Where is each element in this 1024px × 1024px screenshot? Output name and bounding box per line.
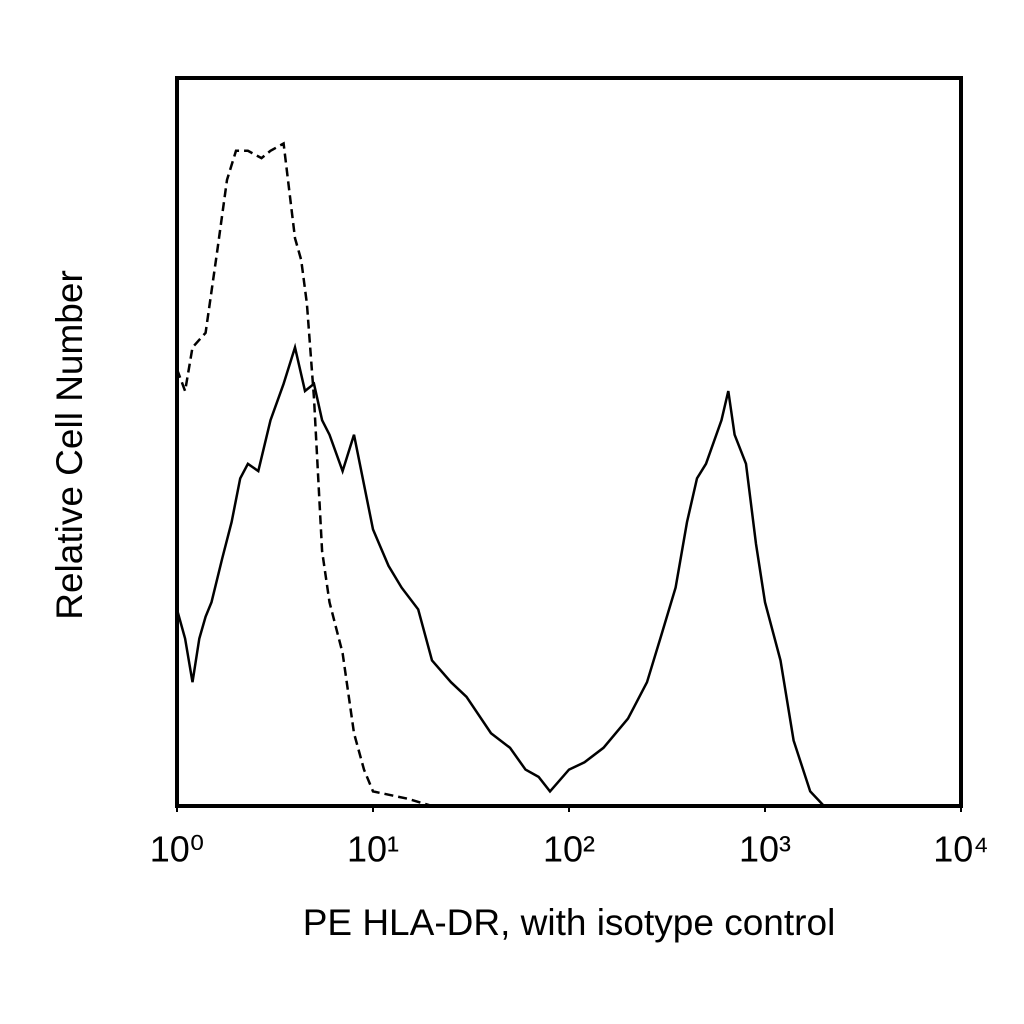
series-line bbox=[175, 141, 961, 808]
x-tick-label: 10³ bbox=[739, 829, 791, 870]
x-axis-label: PE HLA-DR, with isotype control bbox=[303, 902, 836, 943]
x-tick-label: 10⁰ bbox=[150, 829, 204, 870]
x-tick-label: 10¹ bbox=[347, 829, 399, 870]
x-tick-label: 10⁴ bbox=[933, 829, 989, 870]
series-line bbox=[175, 342, 961, 808]
x-tick-label: 10² bbox=[543, 829, 595, 870]
plot-frame bbox=[175, 76, 963, 808]
y-axis-label: Relative Cell Number bbox=[49, 270, 90, 620]
